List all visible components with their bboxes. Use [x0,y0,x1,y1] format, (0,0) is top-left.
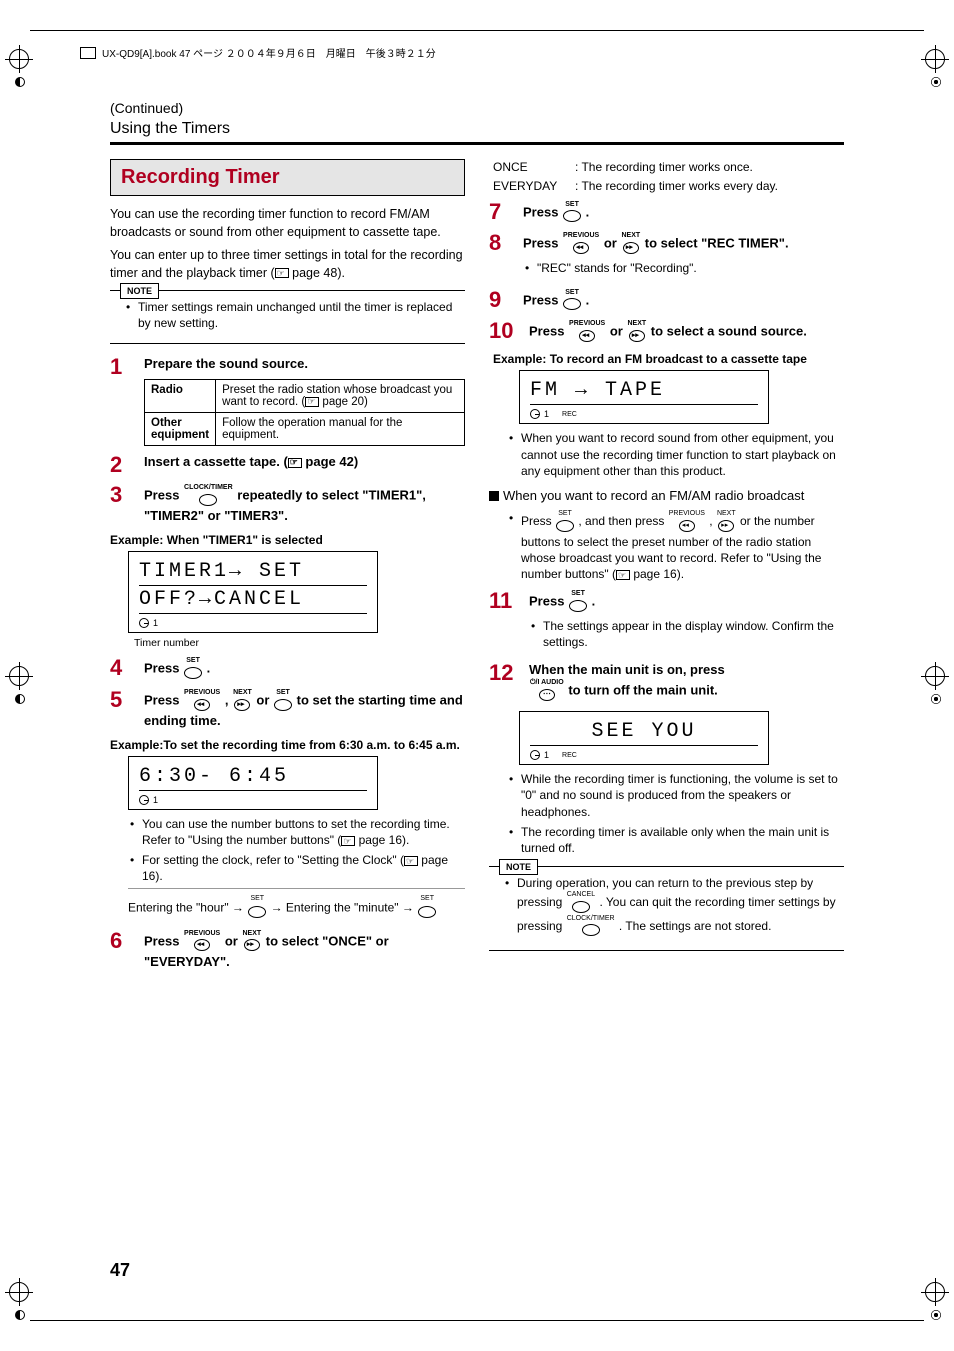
previous-button-icon: PREVIOUS [563,232,599,256]
set-button-icon: SET [563,289,581,313]
clock-icon [530,750,540,760]
set-button-icon: SET [563,201,581,225]
crop-mark-icon [921,1278,949,1306]
next-button-icon: NEXT [621,232,640,256]
example-label: Example:To set the recording time from 6… [110,738,465,752]
next-button-icon: NEXT [717,510,736,533]
sound-source-table: Radio Preset the radio station whose bro… [144,379,465,446]
example-label: Example: To record an FM broadcast to a … [493,352,844,366]
step-1: 1 Prepare the sound source. Radio Preset… [110,356,465,446]
lcd-display-see-you: SEE YOU 1 REC [519,711,769,765]
left-column: Recording Timer You can use the recordin… [110,159,465,978]
step-4: 4 Press SET . [110,657,465,681]
step-2: 2 Insert a cassette tape. ( page 42) [110,454,465,476]
clock-timer-button-icon: CLOCK/TIMER [184,484,233,508]
book-header-text: UX-QD9[A].book 47 ページ ２００４年９月６日 月曜日 午後３時… [102,45,436,60]
set-button-icon: SET [418,895,436,921]
set-button-icon: SET [184,657,202,681]
previous-button-icon: PREVIOUS [569,320,605,344]
square-bullet-icon [489,491,499,501]
step-3: 3 Press CLOCK/TIMER repeatedly to select… [110,484,465,525]
right-column: ONCE: The recording timer works once. EV… [489,159,844,978]
page-ref-icon [288,458,302,468]
book-file-header: UX-QD9[A].book 47 ページ ２００４年９月６日 月曜日 午後３時… [80,45,436,60]
previous-button-icon: PREVIOUS [669,510,705,533]
crop-mark-icon [921,662,949,690]
note-box-2: NOTE During operation, you can return to… [489,866,844,951]
page-ref-icon [305,397,319,407]
step-10: 10 Press PREVIOUS or NEXT to select a so… [489,320,844,344]
intro-paragraph-1: You can use the recording timer function… [110,206,465,241]
step-11: 11 Press SET . The settings appear in th… [489,590,844,654]
cancel-button-icon: CANCEL [567,891,595,914]
crop-mark-icon [5,662,33,690]
note-box-1: NOTE Timer settings remain unchanged unt… [110,290,465,344]
step-7: 7 Press SET . [489,201,844,225]
lcd-caption: Timer number [134,637,465,649]
head-rule [110,142,844,145]
lcd-display-timer1: TIMER1→ SET OFF?→CANCEL 1 [128,551,378,633]
clock-timer-button-icon: CLOCK/TIMER [567,915,615,938]
set-button-icon: SET [556,510,574,533]
crop-mark-icon [5,45,33,73]
step-9: 9 Press SET . [489,289,844,313]
note-text: Timer settings remain unchanged until th… [124,299,459,331]
set-button-icon: SET [274,689,292,713]
power-audio-button-icon: ⏻/I AUDIO [530,679,564,703]
crop-mark-icon [921,45,949,73]
page-number: 47 [110,1260,130,1281]
set-button-icon: SET [248,895,266,921]
section-running-head: Using the Timers [110,120,844,138]
clock-icon [530,409,540,419]
page-ref-icon [404,856,418,866]
next-button-icon: NEXT [627,320,646,344]
entering-flow: Entering the "hour" → SET → Entering the… [128,888,465,921]
step-8: 8 Press PREVIOUS or NEXT to select "REC … [489,232,844,280]
next-button-icon: NEXT [242,930,261,954]
clock-icon [139,795,149,805]
clock-icon [139,618,149,628]
step-12: 12 When the main unit is on, press ⏻/I A… [489,662,844,703]
note-label: NOTE [499,859,538,875]
once-everyday-defs: ONCE: The recording timer works once. EV… [493,159,844,195]
page-ref-icon [341,836,355,846]
continued-label: (Continued) [110,100,844,116]
step-5: 5 Press PREVIOUS , NEXT or SET to set th… [110,689,465,730]
page-ref-icon [616,570,630,580]
intro-paragraph-2: You can enter up to three timer settings… [110,247,465,282]
crop-mark-icon [5,1278,33,1306]
step-6: 6 Press PREVIOUS or NEXT to select "ONCE… [110,930,465,971]
previous-button-icon: PREVIOUS [184,930,220,954]
section-title: Recording Timer [110,159,465,196]
book-icon [80,47,96,59]
next-button-icon: NEXT [233,689,252,713]
lcd-display-time: 6:30- 6:45 1 [128,756,378,810]
fm-am-subsection: When you want to record an FM/AM radio b… [489,487,844,505]
page-ref-icon [275,268,289,278]
note-label: NOTE [120,283,159,299]
example-label: Example: When "TIMER1" is selected [110,533,465,547]
previous-button-icon: PREVIOUS [184,689,220,713]
lcd-display-fm-tape: FM → TAPE 1 REC [519,370,769,424]
set-button-icon: SET [569,590,587,614]
